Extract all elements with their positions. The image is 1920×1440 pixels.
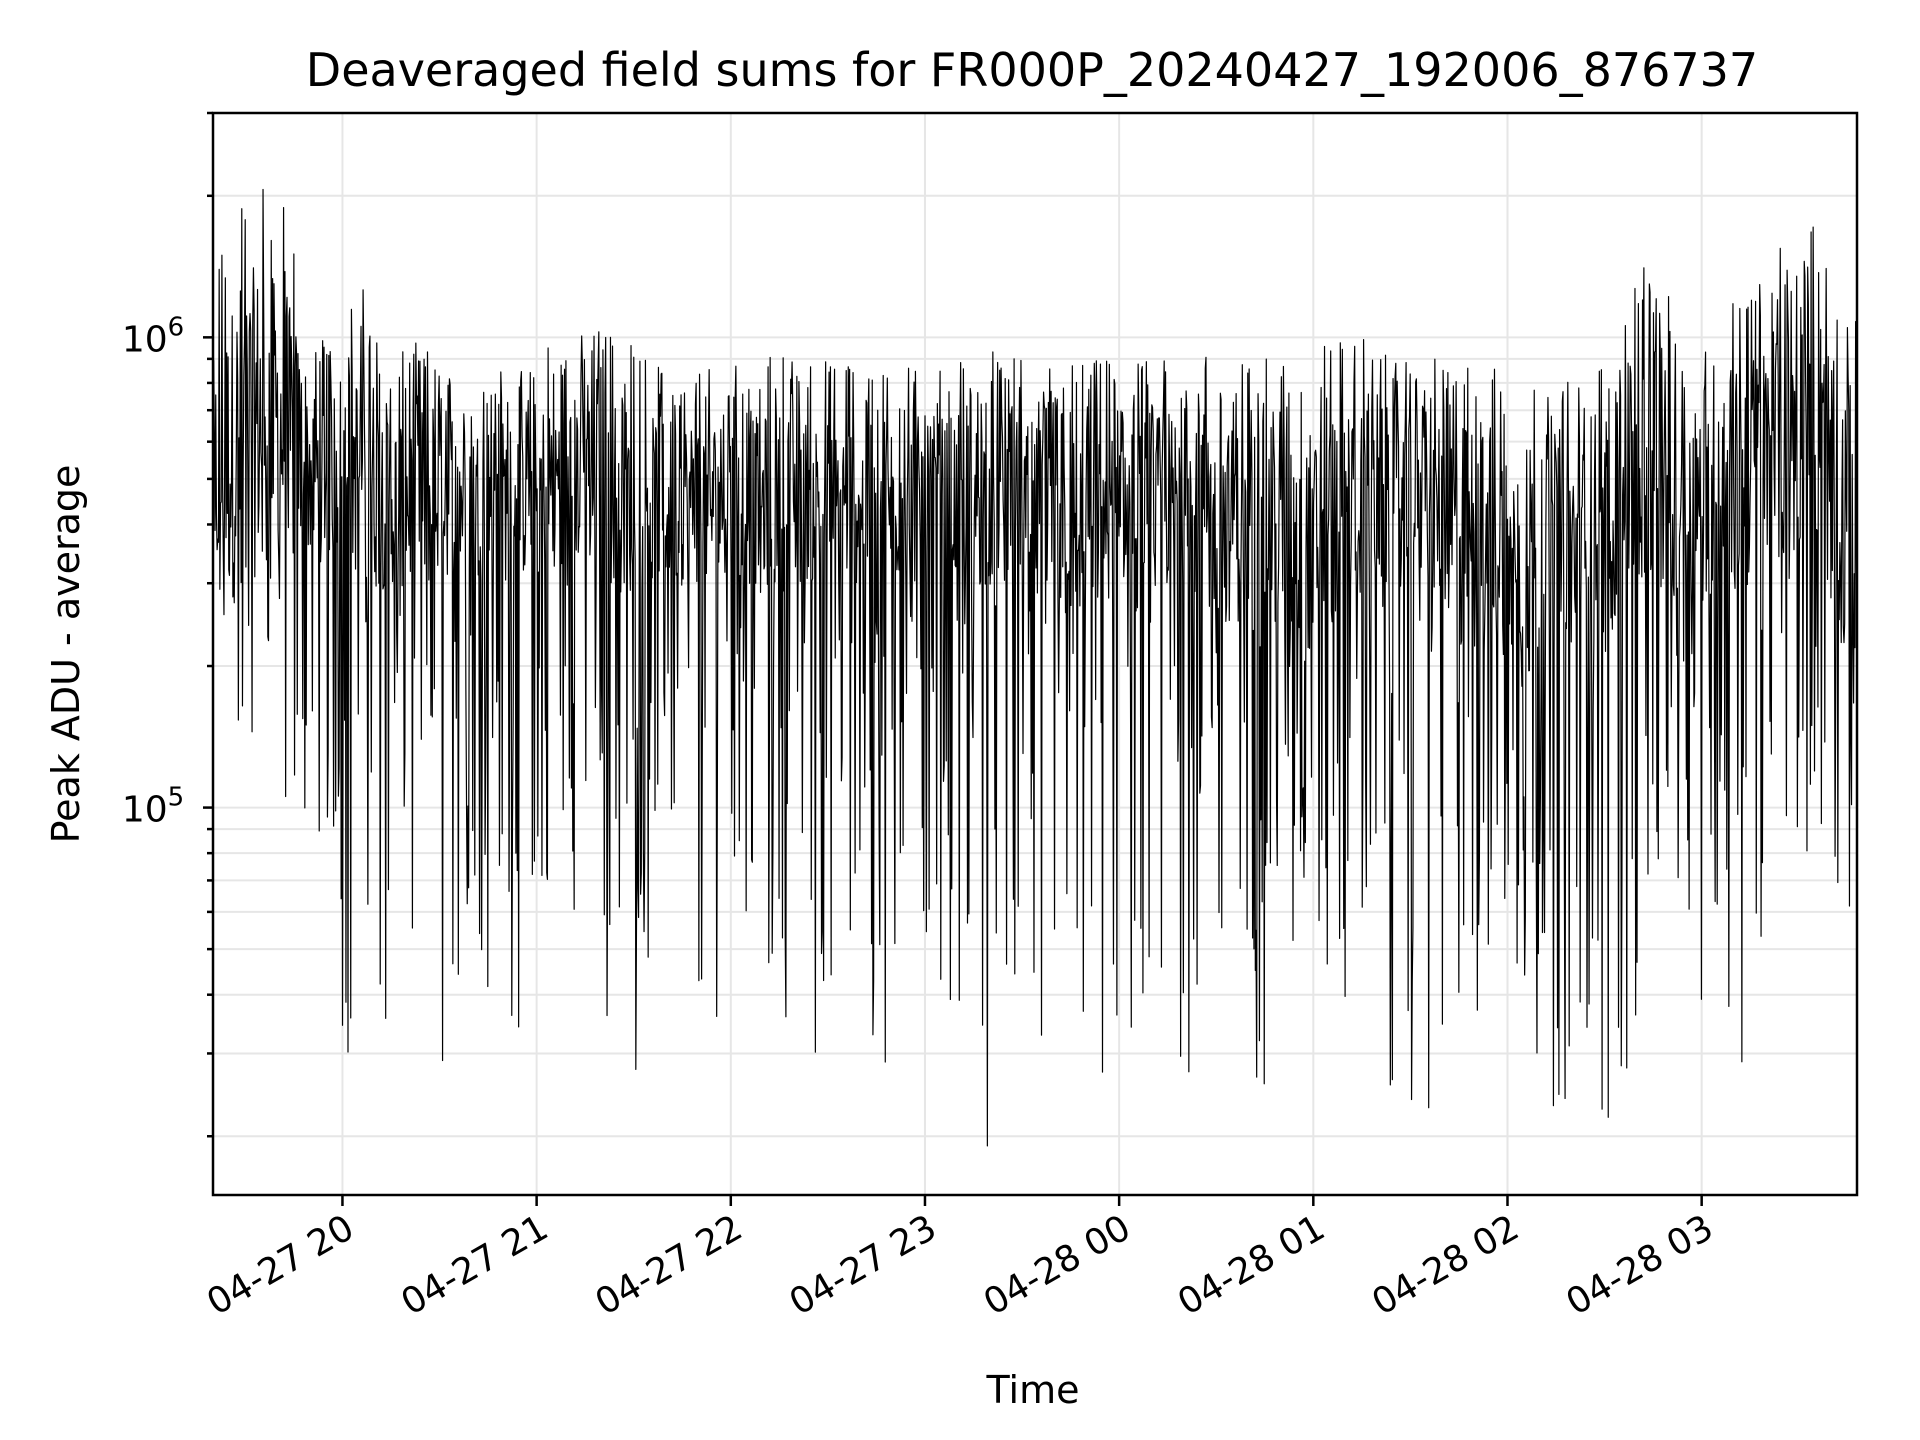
- series-line: [212, 188, 1858, 1147]
- chart-title: Deaveraged field sums for FR000P_2024042…: [306, 43, 1758, 97]
- y-tick-label-exponent: 6: [168, 312, 185, 342]
- y-axis-label: Peak ADU - average: [44, 465, 88, 844]
- plot-area: [212, 188, 1858, 1147]
- y-tick-label-base: 10: [122, 790, 168, 831]
- y-tick-label: 106: [122, 312, 184, 360]
- x-axis-label: Time: [986, 1368, 1080, 1412]
- axes-frame: [211, 111, 1859, 1197]
- y-tick-label-base: 10: [122, 319, 168, 360]
- y-tick-label: 105: [122, 783, 184, 831]
- y-tick-label-exponent: 5: [168, 783, 185, 813]
